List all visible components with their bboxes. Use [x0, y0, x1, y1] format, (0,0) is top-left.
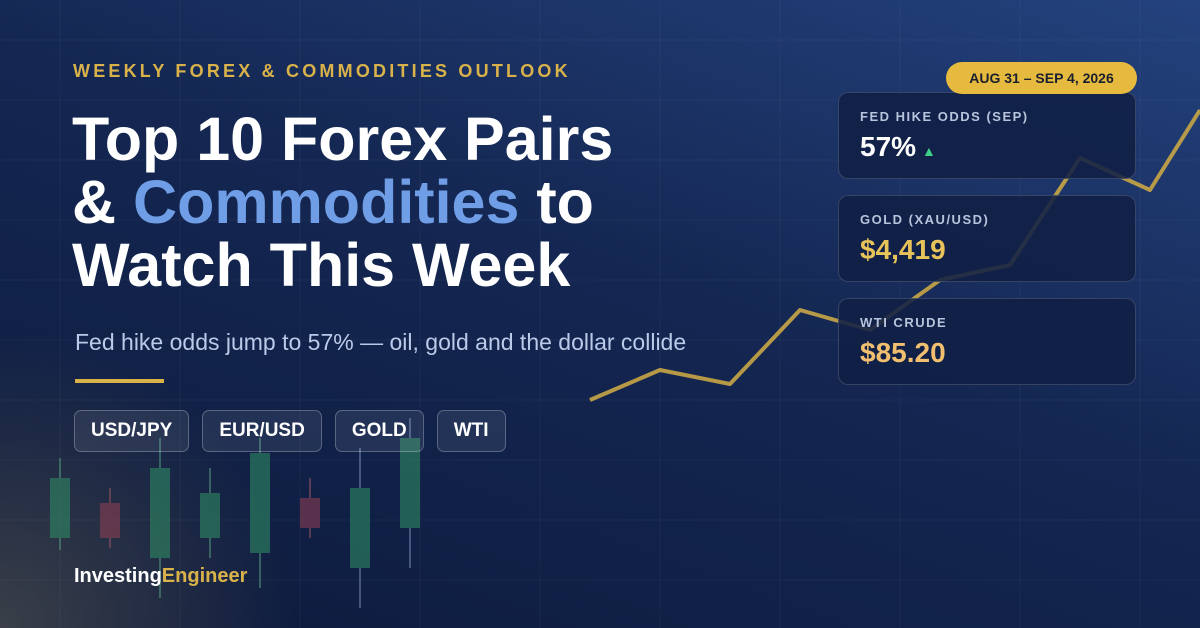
value-text: $85.20 [860, 337, 946, 368]
value-text: $4,419 [860, 234, 946, 265]
date-badge: AUG 31 – SEP 4, 2026 [946, 62, 1137, 94]
tag: USD/JPY [74, 410, 190, 452]
stat-card: WTI CRUDE $85.20 [838, 298, 1136, 385]
card-value: $4,419 [860, 234, 946, 266]
subtitle: Fed hike odds jump to 57% — oil, gold an… [75, 329, 687, 355]
title-line: Watch This Week [72, 231, 571, 299]
trend-arrow: ▲ [922, 143, 936, 159]
title-line: Top 10 Forex Pairs [72, 105, 614, 173]
brand-part: Engineer [161, 565, 248, 587]
title-text: & [72, 168, 117, 236]
tag: WTI [436, 410, 506, 452]
title-text: to [536, 168, 594, 236]
tag-list: USD/JPY EUR/USD GOLD WTI [74, 410, 506, 452]
accent-rule [75, 379, 164, 383]
card-value: $85.20 [860, 337, 946, 369]
brand-part: Investing [74, 565, 162, 587]
eyebrow: WEEKLY FOREX & COMMODITIES OUTLOOK [73, 61, 571, 81]
title-line: & Commodities to [72, 167, 594, 237]
value-text: 57% [860, 131, 917, 162]
tag: GOLD [334, 410, 424, 452]
stat-card: FED HIKE ODDS (SEP) 57% ▲ [838, 92, 1136, 179]
title-highlight: Commodities [133, 168, 520, 236]
stat-card: GOLD (XAU/USD) $4,419 [838, 195, 1136, 282]
brand: InvestingEngineer [74, 565, 247, 588]
card-label: WTI CRUDE [860, 315, 948, 330]
tag: EUR/USD [202, 410, 322, 452]
card-label: GOLD (XAU/USD) [860, 212, 990, 227]
card-value: 57% ▲ [860, 131, 936, 163]
card-label: FED HIKE ODDS (SEP) [860, 109, 1029, 124]
